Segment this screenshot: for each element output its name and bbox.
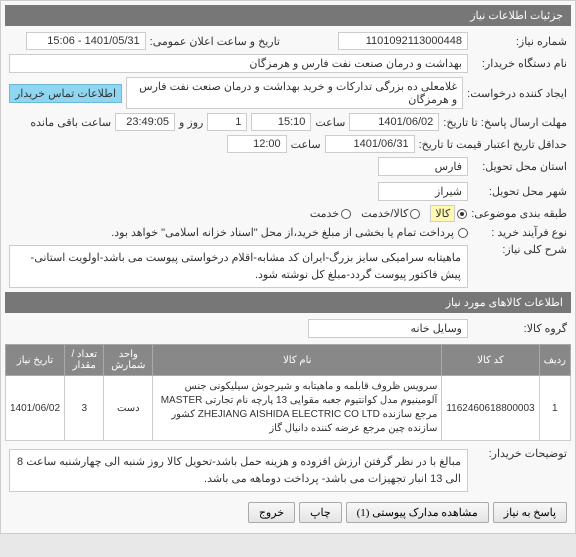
contact-info-link[interactable]: اطلاعات تماس خریدار: [9, 84, 122, 103]
process-radio-circle: [458, 228, 468, 238]
remaining-time: 23:49:05: [115, 113, 175, 131]
reply-time: 15:10: [251, 113, 311, 131]
col-unit: واحد شمارش: [104, 345, 153, 376]
cell-qty: 3: [65, 376, 104, 441]
cell-code: 1162460618800003: [442, 376, 539, 441]
province-value: فارس: [378, 157, 468, 176]
announce-value: 1401/05/31 - 15:06: [26, 32, 146, 50]
group-value: وسایل خانه: [308, 319, 468, 338]
summary-label: شرح کلی نیاز:: [472, 243, 567, 256]
col-name: نام کالا: [153, 345, 442, 376]
reply-date: 1401/06/02: [349, 113, 439, 131]
buyer-notes-label: توضیحات خریدار:: [472, 447, 567, 460]
radio-goods-label: کالا: [430, 205, 455, 222]
reply-time-label: ساعت: [315, 116, 345, 129]
reply-button[interactable]: پاسخ به نیاز: [493, 502, 567, 523]
device-value: بهداشت و درمان صنعت نفت فارس و هرمزگان: [9, 54, 468, 73]
city-value: شیراز: [378, 182, 468, 201]
need-no-label: شماره نیاز:: [472, 35, 567, 48]
radio-goodsservice[interactable]: کالا/خدمت: [361, 207, 420, 220]
items-table: ردیف کد کالا نام کالا واحد شمارش تعداد /…: [5, 344, 571, 441]
remaining-suffix: ساعت باقی مانده: [30, 116, 111, 129]
radio-goods[interactable]: کالا: [430, 205, 467, 222]
section-header-items: اطلاعات کالاهای مورد نیاز: [5, 292, 571, 313]
radio-goods-circle: [457, 209, 467, 219]
radio-service[interactable]: خدمت: [310, 207, 351, 220]
city-label: شهر محل تحویل:: [472, 185, 567, 198]
need-no-value: 1101092113000448: [338, 32, 468, 50]
radio-service-label: خدمت: [310, 207, 339, 220]
attachments-button[interactable]: مشاهده مدارک پیوستی (1): [346, 502, 489, 523]
cell-name: سرویس ظروف قابلمه و ماهیتابه و شیرجوش سی…: [153, 376, 442, 441]
col-row: ردیف: [539, 345, 570, 376]
creator-value: غلامعلی ده بزرگی تدارکات و خرید بهداشت و…: [126, 77, 463, 109]
process-text: پرداخت تمام یا بخشی از مبلغ خرید،از محل …: [111, 226, 454, 239]
details-panel: جزئیات اطلاعات نیاز شماره نیاز: 11010921…: [0, 0, 576, 534]
section-header-main: جزئیات اطلاعات نیاز: [5, 5, 571, 26]
credit-date: 1401/06/31: [325, 135, 415, 153]
buyer-notes: مبالغ با در نظر گرفتن ارزش افزوده و هزین…: [9, 449, 468, 492]
creator-label: ایجاد کننده درخواست:: [467, 87, 567, 100]
subject-class-label: طبقه بندی موضوعی:: [471, 207, 567, 220]
col-qty: تعداد / مقدار: [65, 345, 104, 376]
credit-time-label: ساعت: [291, 138, 321, 151]
group-label: گروه کالا:: [472, 322, 567, 335]
subject-class-group: کالا کالا/خدمت خدمت: [310, 205, 467, 222]
announce-label: تاریخ و ساعت اعلان عمومی:: [150, 35, 280, 48]
device-label: نام دستگاه خریدار:: [472, 57, 567, 70]
print-button[interactable]: چاپ: [299, 502, 342, 523]
radio-goodsservice-label: کالا/خدمت: [361, 207, 408, 220]
cell-n: 1: [539, 376, 570, 441]
credit-label: حداقل تاریخ اعتبار قیمت تا تاریخ:: [419, 138, 567, 151]
radio-goodsservice-circle: [410, 209, 420, 219]
remaining-days-label: روز و: [179, 116, 203, 129]
col-date: تاریخ نیاز: [6, 345, 65, 376]
remaining-days: 1: [207, 113, 247, 131]
summary-text: ماهیتابه سرامیکی سایز بزرگ-ایران کد مشاب…: [9, 245, 468, 288]
button-bar: پاسخ به نیاز مشاهده مدارک پیوستی (1) چاپ…: [5, 496, 571, 529]
reply-deadline-label: مهلت ارسال پاسخ: تا تاریخ:: [443, 116, 567, 129]
col-code: کد کالا: [442, 345, 539, 376]
process-label: نوع فرآیند خرید :: [472, 226, 567, 239]
close-button[interactable]: خروج: [248, 502, 295, 523]
radio-service-circle: [341, 209, 351, 219]
table-row: 1 1162460618800003 سرویس ظروف قابلمه و م…: [6, 376, 571, 441]
process-radio[interactable]: [458, 228, 468, 238]
cell-date: 1401/06/02: [6, 376, 65, 441]
credit-time: 12:00: [227, 135, 287, 153]
cell-unit: دست: [104, 376, 153, 441]
province-label: استان محل تحویل:: [472, 160, 567, 173]
